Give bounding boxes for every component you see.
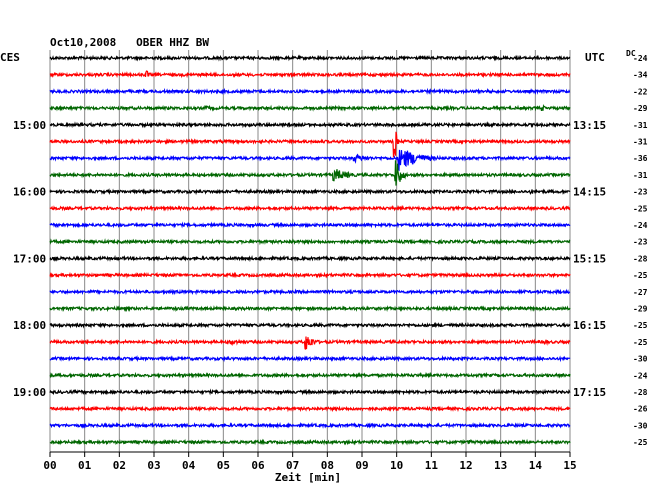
dc-offset-label: -25 xyxy=(633,338,648,347)
label-group: 00 01 02 03 04 05 06 07 08 09 10 11 12 13 14 15 -24 -34 -2… xyxy=(13,54,648,472)
x-tick-label: 11 xyxy=(425,459,439,472)
dc-offset-label: -25 xyxy=(633,271,648,280)
x-tick-label: 07 xyxy=(286,459,299,472)
dc-offset-label: -31 xyxy=(633,171,648,180)
left-timezone-label: CES xyxy=(0,51,20,64)
dc-offset-label: -26 xyxy=(633,405,648,414)
seismic-trace xyxy=(49,221,571,229)
dc-offset-label: -23 xyxy=(633,238,648,247)
dc-offset-label: -29 xyxy=(633,305,648,314)
seismic-trace xyxy=(49,336,571,350)
chart-title: Oct10,2008 OBER HHZ BW xyxy=(50,36,209,49)
right-time-label: 14:15 xyxy=(573,186,606,199)
dc-offset-label: -28 xyxy=(633,388,648,397)
x-tick-label: 13 xyxy=(494,459,507,472)
x-tick-label: 12 xyxy=(459,459,472,472)
trace-group xyxy=(49,54,571,446)
seismic-trace xyxy=(49,321,571,329)
seismic-trace xyxy=(49,405,571,413)
x-tick-label: 08 xyxy=(321,459,334,472)
seismic-trace xyxy=(49,160,571,186)
x-tick-label: 15 xyxy=(563,459,576,472)
seismic-trace xyxy=(49,131,571,158)
left-time-label: 18:00 xyxy=(13,319,46,332)
dc-offset-label: -28 xyxy=(633,254,648,263)
dc-label: DC xyxy=(626,49,636,58)
dc-offset-label: -24 xyxy=(633,371,648,380)
seismic-trace xyxy=(49,104,571,112)
dc-offset-label: -24 xyxy=(633,221,648,230)
seismic-trace xyxy=(49,304,571,313)
x-tick-label: 10 xyxy=(390,459,403,472)
right-time-label: 16:15 xyxy=(573,319,606,332)
seismic-trace xyxy=(49,371,571,379)
grid-lines xyxy=(49,50,571,457)
dc-offset-label: -36 xyxy=(633,154,648,163)
seismic-trace xyxy=(49,238,571,246)
seismic-trace xyxy=(49,254,571,263)
seismic-trace xyxy=(49,438,571,446)
x-tick-label: 05 xyxy=(217,459,230,472)
dc-offset-label: -25 xyxy=(633,438,648,447)
dc-offset-label: -31 xyxy=(633,121,648,130)
seismic-trace xyxy=(49,354,571,363)
x-axis-label: Zeit [min] xyxy=(275,471,341,484)
seismic-trace xyxy=(49,204,571,212)
x-tick-label: 04 xyxy=(182,459,196,472)
x-tick-label: 03 xyxy=(147,459,160,472)
seismic-trace xyxy=(49,187,571,196)
seismic-trace xyxy=(49,54,571,62)
left-time-label: 17:00 xyxy=(13,252,46,265)
seismic-trace xyxy=(49,271,571,279)
left-time-label: 16:00 xyxy=(13,186,46,199)
dc-offset-label: -31 xyxy=(633,138,648,147)
seismic-trace xyxy=(49,70,571,79)
seismic-trace xyxy=(49,87,571,95)
dc-offset-label: -25 xyxy=(633,321,648,330)
dc-offset-label: -23 xyxy=(633,188,648,197)
dc-offset-label: -24 xyxy=(633,54,648,63)
right-time-label: 15:15 xyxy=(573,252,606,265)
x-tick-label: 14 xyxy=(529,459,543,472)
seismic-trace xyxy=(49,121,571,129)
seismic-trace xyxy=(49,149,571,172)
left-time-label: 15:00 xyxy=(13,119,46,132)
dc-offset-label: -27 xyxy=(633,288,648,297)
right-timezone-label: UTC xyxy=(585,51,605,64)
dc-offset-label: -30 xyxy=(633,421,648,430)
dc-offset-label: -30 xyxy=(633,355,648,364)
x-tick-label: 09 xyxy=(355,459,368,472)
x-tick-label: 06 xyxy=(251,459,265,472)
left-time-label: 19:00 xyxy=(13,386,46,399)
seismic-trace xyxy=(49,288,571,296)
dc-offset-label: -22 xyxy=(633,87,648,96)
right-time-label: 13:15 xyxy=(573,119,606,132)
x-tick-label: 01 xyxy=(78,459,92,472)
right-time-label: 17:15 xyxy=(573,386,606,399)
dc-offset-label: -25 xyxy=(633,204,648,213)
seismic-trace xyxy=(49,421,571,430)
dc-offset-label: -34 xyxy=(633,71,648,80)
x-tick-label: 00 xyxy=(43,459,56,472)
x-tick-label: 02 xyxy=(113,459,126,472)
seismic-trace xyxy=(49,388,571,396)
dc-offset-label: -29 xyxy=(633,104,648,113)
